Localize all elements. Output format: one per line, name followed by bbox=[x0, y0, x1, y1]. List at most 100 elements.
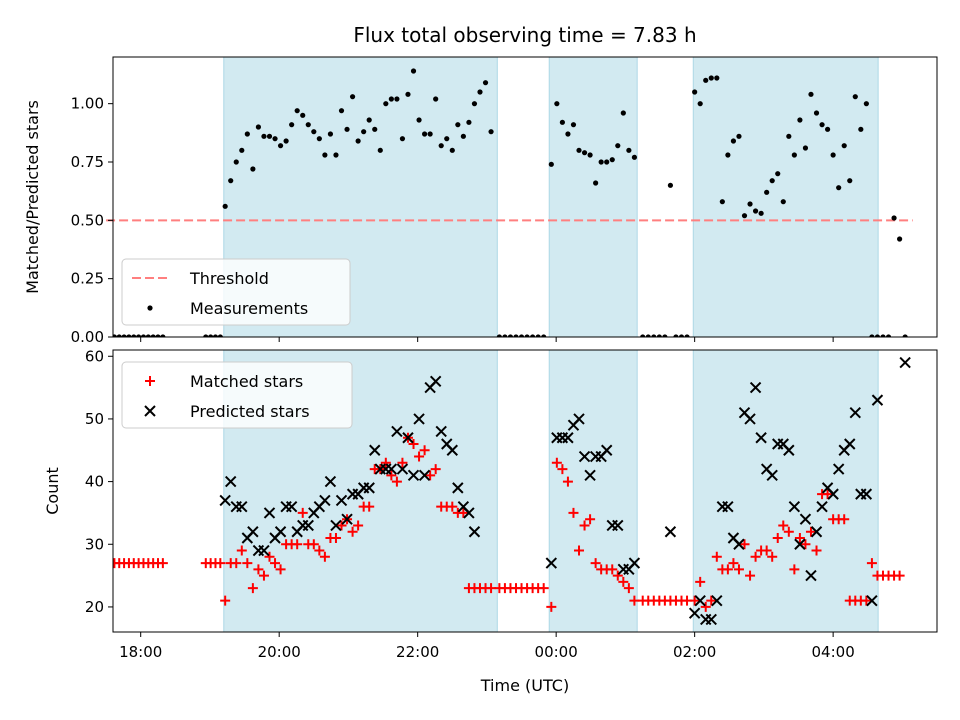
matched-star-point bbox=[430, 464, 441, 475]
measurement-point bbox=[626, 147, 632, 153]
top-y-tick-label: 0.75 bbox=[71, 153, 104, 171]
measurement-point bbox=[662, 334, 668, 337]
matched-star-point bbox=[733, 564, 744, 575]
matched-star-point bbox=[419, 445, 430, 456]
measurement-point bbox=[587, 152, 593, 158]
matched-star-point bbox=[585, 514, 596, 525]
predicted-star-point bbox=[899, 356, 911, 369]
top-y-tick-label: 0.00 bbox=[71, 328, 104, 346]
matched-star-point bbox=[623, 583, 634, 594]
measurement-point bbox=[874, 334, 881, 337]
x-tick-label: 20:00 bbox=[258, 643, 301, 661]
measurement-point bbox=[444, 136, 450, 142]
measurement-point bbox=[667, 182, 674, 188]
measurement-point bbox=[741, 213, 748, 219]
bottom-shaded-interval bbox=[548, 349, 638, 633]
measurement-point bbox=[416, 117, 422, 123]
predicted-star-point bbox=[866, 594, 878, 607]
measurement-point bbox=[858, 126, 864, 132]
x-tick-label: 00:00 bbox=[535, 643, 578, 661]
measurement-point bbox=[477, 89, 483, 95]
measurement-point bbox=[791, 152, 797, 158]
predicted-star-point bbox=[783, 444, 795, 456]
measurement-point bbox=[808, 91, 814, 97]
matched-star-point bbox=[722, 564, 733, 575]
matched-star-point bbox=[551, 457, 562, 468]
matched-star-point bbox=[800, 539, 811, 550]
matched-star-point bbox=[220, 595, 231, 606]
matched-star-point bbox=[386, 470, 397, 481]
matched-star-point bbox=[292, 539, 303, 550]
predicted-star-point bbox=[694, 594, 706, 607]
matched-star-point bbox=[330, 533, 341, 543]
measurement-point bbox=[548, 161, 554, 167]
bottom-data bbox=[113, 356, 911, 626]
measurement-point bbox=[758, 210, 764, 216]
top-y-tick-label: 1.00 bbox=[71, 95, 104, 113]
measurement-point bbox=[496, 334, 502, 337]
predicted-star-point bbox=[688, 607, 701, 619]
measurement-point bbox=[145, 334, 151, 337]
measurement-point bbox=[394, 96, 400, 102]
measurement-point bbox=[507, 334, 514, 337]
measurement-point bbox=[372, 126, 378, 132]
predicted-star-point bbox=[335, 494, 348, 507]
matched-star-point bbox=[397, 457, 408, 468]
predicted-star-point bbox=[722, 500, 734, 513]
matched-star-point bbox=[336, 520, 347, 531]
measurement-point bbox=[261, 133, 267, 139]
measurement-point bbox=[388, 96, 394, 102]
measurement-point bbox=[471, 101, 478, 107]
measurement-point bbox=[466, 119, 472, 125]
matched-star-point bbox=[353, 520, 364, 531]
legend-marker bbox=[147, 305, 153, 311]
predicted-star-point bbox=[612, 519, 624, 532]
measurement-point bbox=[150, 334, 156, 337]
measurement-point bbox=[852, 94, 858, 100]
measurement-point bbox=[880, 334, 886, 337]
predicted-star-point bbox=[263, 507, 276, 519]
predicted-star-point bbox=[463, 507, 475, 519]
predicted-star-point bbox=[755, 432, 767, 444]
measurement-point bbox=[631, 154, 638, 160]
measurement-point bbox=[355, 138, 361, 144]
matched-star-point bbox=[612, 570, 623, 581]
predicted-star-point bbox=[363, 482, 375, 494]
measurement-point bbox=[361, 129, 367, 135]
matched-star-point bbox=[739, 539, 750, 550]
top-axes-frame bbox=[112, 56, 938, 338]
measurement-point bbox=[344, 126, 350, 132]
measurement-point bbox=[305, 122, 311, 128]
measurement-point bbox=[708, 75, 714, 81]
predicted-star-point bbox=[429, 375, 442, 388]
predicted-star-point bbox=[816, 500, 828, 513]
matched-star-point bbox=[711, 551, 722, 562]
measurement-point bbox=[131, 334, 137, 337]
matched-star-point bbox=[761, 545, 772, 556]
matched-star-point bbox=[253, 564, 264, 575]
matched-star-point bbox=[391, 476, 402, 487]
measurement-point bbox=[405, 91, 411, 97]
x-tick-label: 02:00 bbox=[673, 643, 716, 661]
predicted-star-point bbox=[319, 494, 331, 507]
measurement-point bbox=[228, 178, 234, 184]
matched-star-point bbox=[618, 576, 629, 587]
measurement-point bbox=[775, 171, 781, 177]
measurement-point bbox=[524, 334, 530, 337]
measurement-point bbox=[203, 334, 209, 337]
measurement-point bbox=[272, 136, 278, 142]
measurement-point bbox=[752, 208, 759, 214]
measurement-point bbox=[140, 334, 147, 337]
matched-star-point bbox=[236, 545, 247, 556]
matched-star-point bbox=[231, 558, 242, 569]
measurement-point bbox=[736, 133, 742, 139]
matched-star-point bbox=[789, 564, 800, 575]
measurement-point bbox=[813, 110, 820, 116]
matched-star-point bbox=[839, 514, 850, 525]
measurement-point bbox=[410, 68, 417, 74]
matched-star-point bbox=[778, 520, 789, 531]
measurement-point bbox=[421, 131, 428, 137]
predicted-star-point bbox=[578, 450, 591, 463]
measurement-point bbox=[725, 152, 731, 158]
top-data bbox=[113, 68, 908, 337]
